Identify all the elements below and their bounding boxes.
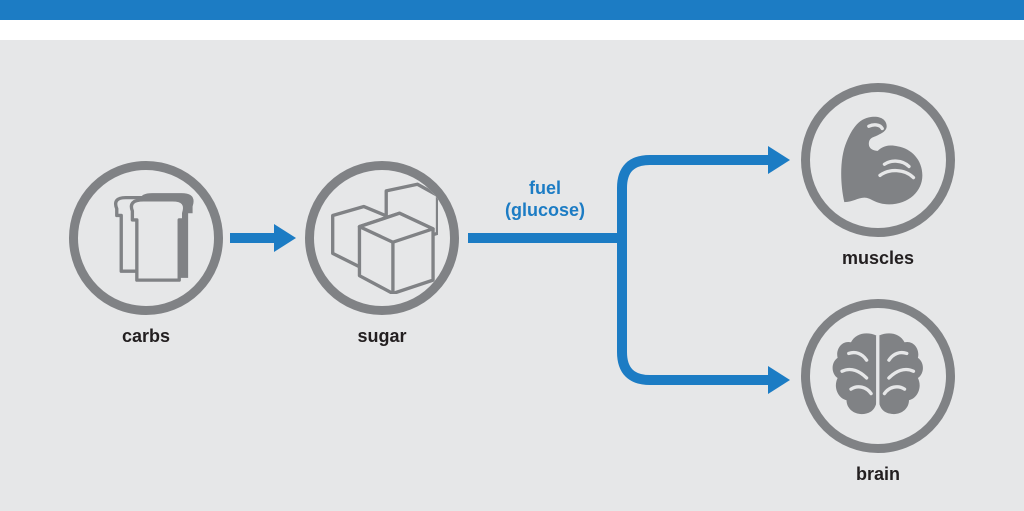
diagram-canvas: carbssugarmusclesbrainfuel(glucose) — [0, 0, 1024, 511]
fuel-glucose-label: fuel(glucose) — [475, 178, 615, 221]
connectors — [0, 0, 1024, 511]
